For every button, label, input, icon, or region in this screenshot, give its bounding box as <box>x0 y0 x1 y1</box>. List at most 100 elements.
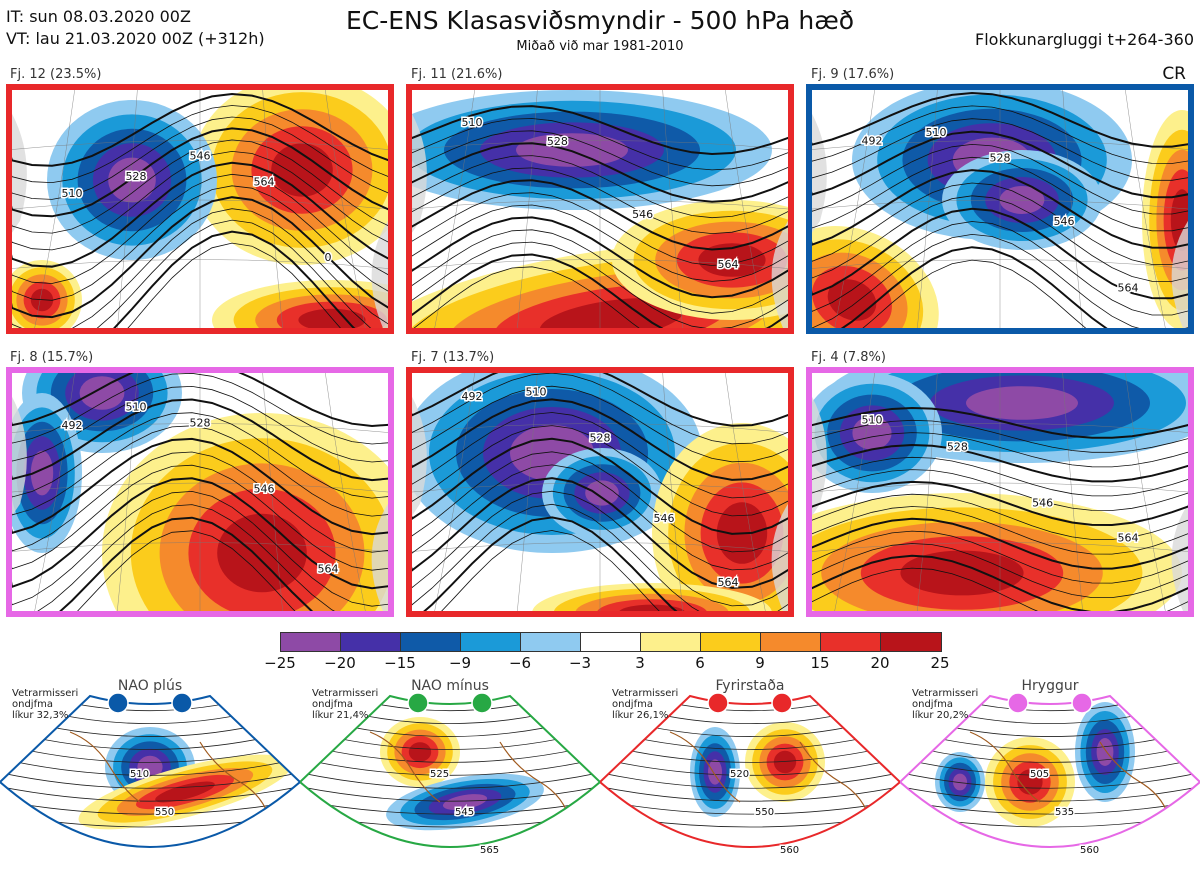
anomaly-shade <box>852 416 892 450</box>
cluster-map-1[interactable]: 510 528 546 564 0 <box>6 84 394 334</box>
height-contour <box>900 772 1200 802</box>
parallel <box>812 482 1188 493</box>
regime-marker-icon <box>1071 692 1093 714</box>
height-contour <box>812 456 1188 497</box>
regime-map-svg: 520 550 560 <box>600 692 900 858</box>
cluster-map-2[interactable]: 510 528 546 564 <box>406 84 794 334</box>
colorbar-swatch <box>401 633 461 651</box>
height-contour <box>12 451 388 553</box>
cr-label: CR <box>1162 64 1186 84</box>
contour-label: 564 <box>254 176 275 189</box>
height-contour <box>127 242 341 328</box>
height-contour <box>12 398 388 482</box>
colorbar-swatch <box>821 633 881 651</box>
height-contour <box>812 517 1188 570</box>
regime-name: Hryggur <box>1021 678 1079 694</box>
contour-label: 510 <box>62 187 83 200</box>
contour-label: 510 <box>462 116 483 129</box>
contour-label: 550 <box>155 807 174 818</box>
meridian <box>725 90 766 328</box>
contour-label: 564 <box>718 576 739 589</box>
regime-marker-icon <box>107 692 129 714</box>
height-contour <box>600 794 900 828</box>
colorbar-swatch <box>701 633 761 651</box>
height-contour <box>812 143 1188 215</box>
cluster-map-svg: 510 528 546 564 <box>812 373 1188 611</box>
anomaly-shade <box>708 759 722 785</box>
height-contour <box>812 554 1188 611</box>
height-contour <box>412 451 788 553</box>
page-subtitle: Miðað við mar 1981-2010 <box>516 39 684 54</box>
cluster-map-6[interactable]: 510 528 546 564 <box>806 367 1194 617</box>
height-contour <box>412 118 788 171</box>
height-contour <box>900 783 1200 815</box>
anomaly-shade <box>585 480 619 506</box>
cluster-map-svg: 492 510 528 546 564 <box>12 373 388 611</box>
contour-label: 520 <box>730 769 749 780</box>
height-contour <box>812 567 1188 611</box>
height-contour <box>12 105 388 184</box>
cluster-map-4[interactable]: 492 510 528 546 564 <box>6 367 394 617</box>
contour-label: 560 <box>1080 845 1099 856</box>
height-contour <box>812 419 1188 453</box>
height-contour <box>12 425 388 517</box>
contour-label: 545 <box>455 807 474 818</box>
regime-note: Vetrarmisseri ondjfma líkur 32,3% <box>12 688 79 721</box>
regime-nao-plus[interactable]: 510 550 NAO plús Vetrarmisseri ondjfma líku… <box>0 672 300 871</box>
height-contour <box>812 182 1188 265</box>
contour-label: 546 <box>1054 215 1075 228</box>
regime-ridge[interactable]: 505 535 560 Hryggur Vetrarmisseri ondjfma lí… <box>900 672 1200 871</box>
contour-label: 528 <box>590 431 611 444</box>
contour-label: 525 <box>430 769 449 780</box>
meridian <box>117 90 138 328</box>
regime-name: Fyrirstaða <box>715 678 785 694</box>
height-contour <box>412 425 788 517</box>
height-contour <box>300 794 600 828</box>
anomaly-shade <box>698 243 766 277</box>
cluster-map-5[interactable]: 492 510 528 546 564 <box>406 367 794 617</box>
colorbar-swatch <box>641 633 701 651</box>
contour-label: 510 <box>526 386 547 399</box>
height-contour <box>812 493 1188 540</box>
meridian <box>434 90 475 328</box>
colorbar-tick: −3 <box>568 654 592 672</box>
regime-blocking[interactable]: 520 550 560 Fyrirstaða Vetrarmisseri ondjfm… <box>600 672 900 871</box>
contour-label: 565 <box>480 845 499 856</box>
height-contour <box>12 139 388 234</box>
colorbar-tick: 15 <box>810 654 830 672</box>
height-contour <box>300 772 600 802</box>
height-contour <box>0 783 300 815</box>
contour-label: 550 <box>755 807 774 818</box>
height-contour <box>12 127 388 218</box>
height-contour <box>412 179 788 251</box>
regime-frame <box>0 694 300 848</box>
regime-nao-minus[interactable]: 525 545 565 NAO mínus Vetrarmisseri ondjfma… <box>300 672 600 871</box>
meridian <box>834 90 875 328</box>
height-contour <box>412 216 788 299</box>
height-contour <box>12 437 388 536</box>
height-contour <box>12 92 388 167</box>
anomaly-shade <box>79 376 125 410</box>
height-contour <box>812 506 1188 555</box>
cluster-map-3[interactable]: 492 510 528 546 564 <box>806 84 1194 334</box>
land-mask <box>812 396 827 516</box>
meridian <box>725 373 766 611</box>
regime-marker-icon <box>771 692 793 714</box>
colorbar-swatch <box>881 633 941 651</box>
regime-name: NAO plús <box>117 678 183 694</box>
regime-map-svg: 510 550 <box>0 692 300 848</box>
height-contour <box>812 195 1188 282</box>
height-contour <box>812 432 1188 468</box>
height-contour <box>412 503 788 611</box>
meridian <box>34 373 75 611</box>
height-contour <box>37 504 336 611</box>
height-contour <box>412 204 788 282</box>
regime-marker-icon <box>171 692 193 714</box>
contour-label: 560 <box>780 845 799 856</box>
height-contour <box>77 530 296 611</box>
parallel <box>12 542 388 552</box>
colorbar-tick: 6 <box>695 654 705 672</box>
anomaly-shade <box>619 604 685 611</box>
regime-note: Vetrarmisseri ondjfma líkur 21,4% <box>312 688 379 721</box>
height-contour <box>12 150 388 251</box>
